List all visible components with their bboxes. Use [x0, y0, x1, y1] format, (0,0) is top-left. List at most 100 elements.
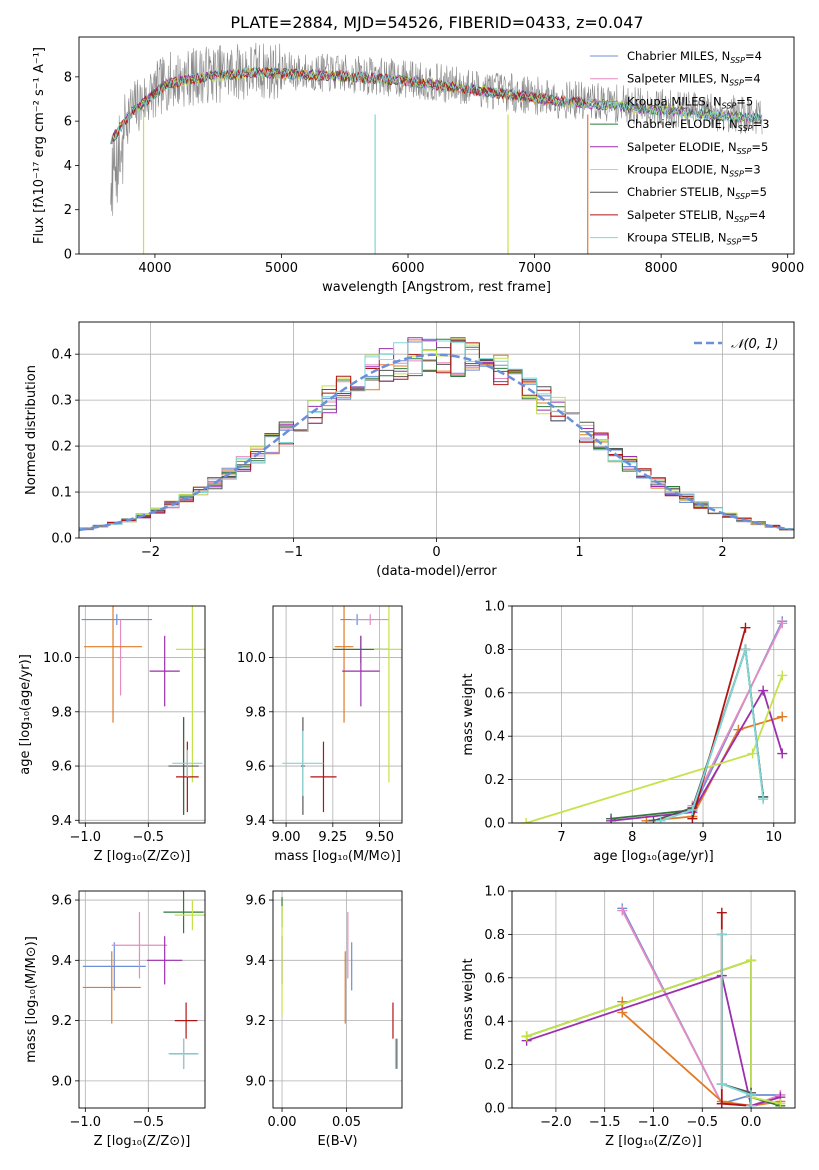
residual-histogram-salpeter-stelib: [79, 340, 794, 532]
weight-line-kroupa-stelib: [660, 649, 765, 822]
y-tick-label: 0.6: [484, 971, 505, 986]
weight-point-kroupa-stelib: [655, 815, 666, 823]
weight-point-salpeter-stelib: [716, 907, 727, 918]
y-tick-label: 0.1: [51, 486, 72, 501]
y-tick-label: 9.4: [245, 954, 266, 969]
errorbar-chabrier-miles: [82, 942, 146, 991]
errorbar-salpeter-stelib: [310, 741, 337, 813]
x-tick-label: 9000: [771, 261, 804, 276]
normal-reference-curve: [79, 353, 792, 532]
weight-point-salpeter-miles: [617, 905, 628, 916]
y-tick-label: 0.4: [484, 1015, 505, 1030]
errorbar-kroupa-miles: [82, 951, 141, 1024]
errorbar-kroupa-elodie: [373, 606, 402, 783]
y-tick-label: 9.2: [245, 1014, 266, 1029]
y-tick-label: 2: [64, 203, 72, 218]
x-tick-label: 7000: [518, 261, 551, 276]
weight-line-salpeter-stelib: [691, 627, 747, 819]
weight-point-kroupa-stelib: [716, 929, 727, 940]
weight-line-salpeter-elodie: [610, 688, 784, 822]
axes-frame: [78, 890, 206, 1109]
x-tick-label: −1.0: [70, 1115, 102, 1130]
x-tick-label: 9.25: [318, 830, 347, 845]
x-axis-label: Z [log₁₀(Z/Z⊙)]: [605, 1134, 702, 1149]
panel-age_vs_Z: −1.0 −0.5 9.4 9.6 9.8 10.0 Z [log₁₀(Z/Z⊙)] age …: [18, 605, 206, 864]
weight-point-kroupa-elodie: [747, 748, 758, 759]
legend-label-normal: 𝒩(0, 1): [731, 337, 778, 352]
y-tick-label: 4: [64, 159, 72, 174]
y-tick-label: 9.6: [245, 894, 266, 909]
y-tick-label: 0.0: [484, 817, 505, 832]
x-tick-label: −2: [141, 545, 160, 560]
x-axis-label: Z [log₁₀(Z/Z⊙)]: [94, 849, 191, 864]
plot-area-spectrum: [110, 42, 763, 254]
axes-frame: [78, 605, 206, 824]
x-axis-label: (data-model)/error: [376, 564, 497, 579]
legend-label-kroupa-stelib: Kroupa STELIB, NSSP=5: [627, 231, 758, 247]
y-tick-label: 0.8: [484, 928, 505, 943]
plot-area-age_vs_mass: [282, 606, 402, 815]
axes-frame: [78, 36, 795, 255]
errorbar-salpeter-elodie: [147, 936, 183, 985]
x-tick-label: 9.50: [365, 830, 394, 845]
weight-line-kroupa-stelib: [720, 934, 752, 1106]
errorbar-chabrier-stelib: [168, 717, 199, 815]
y-tick-label: 9.4: [51, 954, 72, 969]
panel-mass_vs_EBV: 0.00 0.05 9.0 9.2 9.4 9.6 E(B-V): [245, 890, 403, 1149]
x-tick-label: −1.0: [638, 1115, 670, 1130]
axes-frame: [511, 605, 796, 824]
legend-label-salpeter-miles: Salpeter MILES, NSSP=4: [627, 72, 761, 88]
y-tick-label: 9.4: [51, 814, 72, 829]
legend-label-chabrier-elodie: Chabrier ELODIE, NSSP=3: [627, 117, 769, 133]
panel-weight_vs_age: 7 8 9 10 0.0 0.2 0.4 0.6 0.8 1.0 age [log₁₀(age/yr…: [461, 600, 796, 864]
weight-line-kroupa-miles: [646, 715, 783, 822]
y-axis-label: mass weight: [461, 958, 476, 1040]
legend-label-chabrier-miles: Chabrier MILES, NSSP=4: [627, 49, 762, 65]
weight-point-salpeter-miles: [777, 618, 788, 629]
panel-age_vs_mass: 9.00 9.25 9.50 9.4 9.6 9.8 10.0 mass [log₁₀(M/M…: [237, 605, 403, 864]
panel-spectrum: 4000 5000 6000 7000 8000 9000 0 2 4 6 8 wavelength …: [32, 36, 804, 295]
panel-weight_vs_Z: −2.0 −1.5 −1.0 −0.5 0.0 0.0 0.2 0.4 0.6 0.8 1.0 Z […: [461, 885, 796, 1149]
x-tick-label: 9: [699, 830, 707, 845]
weight-line-salpeter-stelib: [720, 912, 752, 1107]
axes-frame: [78, 321, 795, 539]
errorbar-chabrier-elodie: [163, 891, 204, 934]
y-tick-label: 0.2: [51, 440, 72, 455]
y-axis-label: age [log₁₀(age/yr)]: [18, 654, 33, 775]
y-axis-label: Normed distribution: [24, 365, 39, 495]
x-tick-label: 1: [575, 545, 583, 560]
weight-point-kroupa-stelib: [746, 1089, 757, 1100]
legend-label-kroupa-elodie: Kroupa ELODIE, NSSP=3: [627, 163, 761, 179]
panel-residuals: −2 −1 0 1 2 0.0 0.1 0.2 0.3 0.4 (data-model)/error…: [24, 321, 795, 579]
errorbar-salpeter-stelib: [174, 1002, 198, 1039]
x-tick-label: 6000: [391, 261, 424, 276]
weight-point-kroupa-stelib: [746, 1100, 757, 1108]
x-tick-label: 5000: [265, 261, 298, 276]
errorbar-chabrier-miles: [81, 614, 153, 625]
y-tick-label: 0.0: [51, 532, 72, 547]
x-tick-label: 8000: [645, 261, 678, 276]
weight-line-chabrier-elodie: [610, 649, 765, 820]
model-spectrum-kroupa-stelib: [110, 65, 763, 144]
x-tick-label: 10: [766, 830, 783, 845]
x-tick-label: −1: [284, 545, 303, 560]
weight-point-salpeter-stelib: [740, 622, 751, 633]
y-tick-label: 0.2: [484, 1058, 505, 1073]
x-tick-label: 0: [432, 545, 440, 560]
x-tick-label: 0.00: [268, 1115, 297, 1130]
weight-line-chabrier-miles: [621, 907, 781, 1105]
legend-label-salpeter-elodie: Salpeter ELODIE, NSSP=5: [627, 140, 768, 156]
y-tick-label: 0.6: [484, 686, 505, 701]
y-tick-label: 9.6: [51, 760, 72, 775]
y-tick-label: 0.4: [51, 348, 72, 363]
weight-line-salpeter-miles: [691, 623, 784, 806]
x-tick-label: −1.5: [589, 1115, 621, 1130]
weight-point-kroupa-elodie: [521, 818, 532, 823]
errorbar-kroupa-stelib: [172, 749, 203, 777]
plot-area-weight_vs_age: [521, 616, 788, 823]
legend-label-kroupa-miles: Kroupa MILES, NSSP=5: [627, 94, 753, 110]
weight-point-kroupa-elodie: [777, 670, 788, 681]
plot-area-mass_vs_Z: [82, 891, 205, 1069]
weight-point-kroupa-miles: [777, 711, 788, 722]
weight-point-kroupa-stelib: [716, 1079, 727, 1090]
